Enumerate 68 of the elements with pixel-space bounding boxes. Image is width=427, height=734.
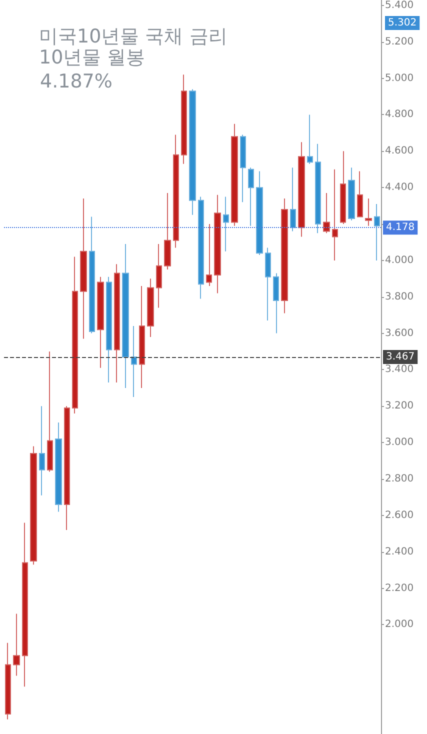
y-tick-label: 2.600: [385, 510, 414, 521]
text: 미국10년물 국채 금리: [39, 26, 228, 48]
candlestick: [357, 170, 363, 218]
y-tick-label: 3.400: [385, 364, 414, 376]
candlestick: [173, 134, 179, 248]
candlestick: [30, 446, 37, 566]
candlestick: [290, 167, 296, 232]
candlestick: [323, 192, 330, 234]
candlestick: [80, 198, 87, 340]
annotation: 4.187%: [40, 70, 112, 92]
y-tick-label: 2.200: [385, 582, 414, 594]
candlestick: [147, 278, 154, 338]
ref-line-label: 3.467: [386, 351, 415, 362]
candlestick: [13, 613, 20, 676]
candlestick: [156, 244, 162, 308]
y-tick-label: 5.000: [385, 72, 414, 84]
y-tick-label: 4.000: [385, 254, 414, 266]
y-tick-label: 5.400: [385, 0, 414, 11]
text: 10년물 월봉: [39, 46, 146, 68]
candlestick: [72, 256, 78, 414]
candlestick: [55, 422, 62, 512]
candlestick: [139, 285, 145, 388]
candlestick: [164, 192, 171, 270]
candlestick: [122, 244, 129, 388]
candlestick: [89, 216, 95, 334]
y-tick-label: 3.000: [385, 437, 414, 448]
candlestick: [348, 167, 355, 221]
y-tick-label: 2.800: [385, 474, 414, 485]
candlestick: [298, 142, 305, 238]
candlestick: [114, 264, 120, 383]
candlestick: [189, 88, 196, 216]
ref-line-label: 4.178: [386, 222, 415, 234]
candlestick: [198, 196, 204, 300]
y-tick-label: 3.800: [385, 291, 414, 302]
candlestick: [64, 406, 70, 531]
y-tick-label: 4.600: [385, 146, 414, 157]
candlestick: [240, 134, 246, 203]
candlestick: [365, 198, 372, 226]
candlestick: [315, 143, 321, 234]
y-tick-label: 4.400: [385, 182, 414, 194]
candlestick: [248, 167, 254, 226]
y-tick-label: 2.000: [385, 619, 414, 630]
y-tick-label: 3.200: [385, 400, 414, 412]
candlestick: [281, 198, 288, 314]
candlestick: [131, 326, 137, 398]
candlestick: [5, 642, 11, 720]
candlestick: [39, 406, 45, 496]
y-tick-label: 5.200: [385, 36, 414, 48]
candlestick: [97, 276, 104, 368]
y-tick-label: 2.400: [385, 546, 414, 558]
candlestick: [256, 170, 263, 256]
candlestick: [223, 196, 229, 252]
candlestick: [22, 522, 28, 688]
y-tick-label: 3.600: [385, 328, 414, 339]
candlestick: [231, 123, 238, 226]
candlestick: [307, 114, 313, 164]
y-tick-label: 4.800: [385, 109, 414, 120]
candlestick: [374, 203, 380, 261]
candlestick: [181, 74, 187, 164]
candlestick: [340, 150, 346, 225]
candlestick: [47, 351, 53, 472]
candlestick: [106, 276, 112, 383]
candlestick: [332, 168, 338, 261]
candlestick: [214, 194, 221, 294]
candlestick: [265, 247, 271, 322]
text: 5.302: [388, 18, 417, 28]
candlestick: [273, 272, 279, 334]
candlestick: [206, 224, 212, 286]
